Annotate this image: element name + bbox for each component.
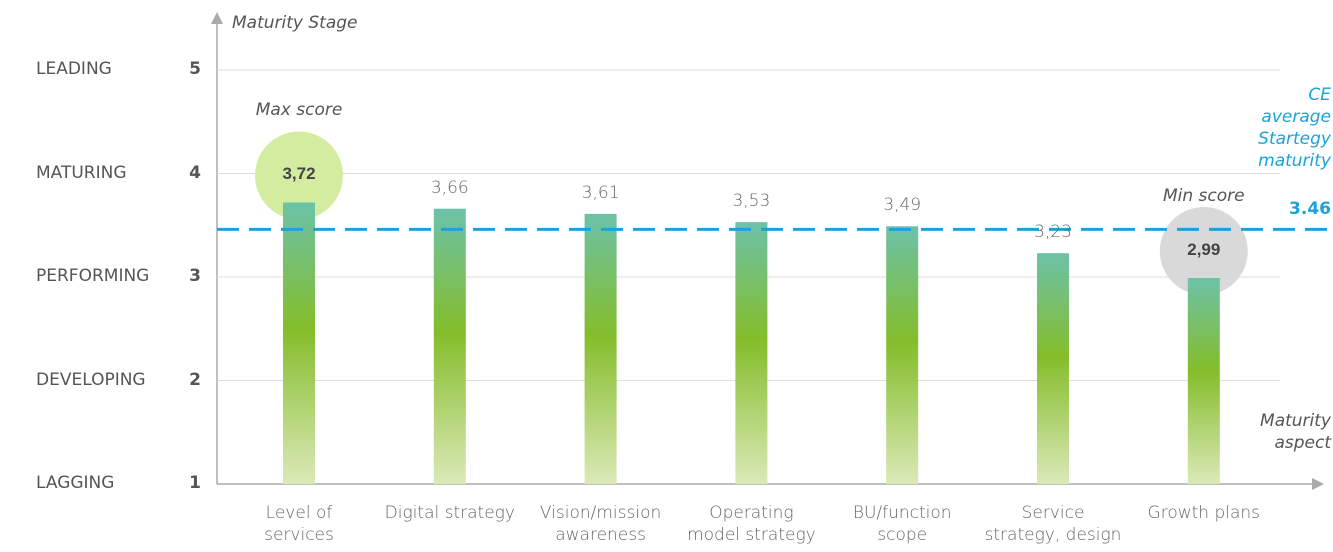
bar bbox=[1037, 253, 1069, 484]
stage-label: LEADING bbox=[36, 59, 112, 79]
y-arrow bbox=[211, 12, 223, 24]
reference-value: 3.46 bbox=[1289, 199, 1331, 220]
bar bbox=[584, 213, 617, 485]
value-label: 3,53 bbox=[732, 191, 771, 212]
x-tick-label: Operating model strategy bbox=[687, 503, 816, 545]
value-label: 2,99 bbox=[1187, 240, 1221, 260]
bar bbox=[735, 222, 768, 484]
value-label: 3,23 bbox=[1034, 222, 1072, 243]
y-tick-label: 2 bbox=[189, 369, 201, 390]
x-tick-label: Level of services bbox=[264, 503, 334, 545]
x-tick-label: Vision/mission awareness bbox=[539, 503, 662, 545]
bar bbox=[886, 226, 919, 484]
stage-label: DEVELOPING bbox=[36, 369, 146, 390]
value-label: 3,72 bbox=[282, 164, 316, 184]
highlight-label: Max score bbox=[255, 100, 343, 121]
value-label: 3,66 bbox=[430, 177, 469, 198]
y-tick-label: 1 bbox=[189, 473, 201, 493]
stage-label: MATURING bbox=[36, 162, 127, 183]
stage-label: PERFORMING bbox=[36, 266, 150, 286]
stage-label: LAGGING bbox=[36, 473, 115, 493]
x-tick-label: Service strategy, design bbox=[984, 503, 1122, 545]
value-label: 3,61 bbox=[581, 182, 620, 203]
x-tick-label: Growth plans bbox=[1147, 503, 1261, 523]
value-label: 3,49 bbox=[883, 195, 922, 216]
reference-text: CE average Startegy maturity bbox=[1258, 85, 1331, 171]
x-axis-title: Maturity aspect bbox=[1260, 411, 1331, 453]
y-tick-label: 4 bbox=[189, 162, 201, 183]
x-tick-label: Digital strategy bbox=[384, 503, 515, 523]
bar bbox=[1187, 278, 1220, 484]
y-axis-title: Maturity Stage bbox=[232, 13, 358, 33]
y-tick-label: 5 bbox=[189, 59, 201, 79]
score-highlight bbox=[255, 131, 343, 220]
x-tick-label: BU/function scope bbox=[852, 503, 952, 545]
bar bbox=[283, 202, 315, 485]
bar bbox=[433, 208, 466, 484]
highlight-label: Min score bbox=[1162, 186, 1245, 207]
y-tick-label: 3 bbox=[189, 266, 201, 286]
x-arrow bbox=[1312, 478, 1324, 490]
